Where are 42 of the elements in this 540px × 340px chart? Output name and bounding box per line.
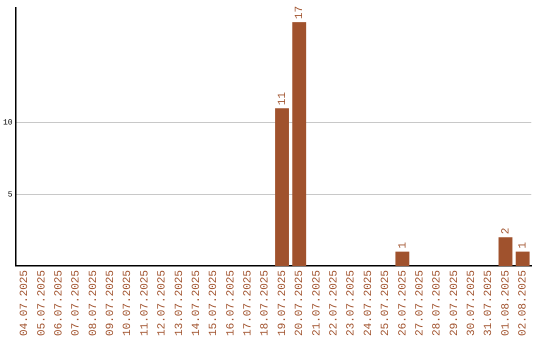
x-tick-label: 13.07.2025: [174, 270, 186, 336]
x-tick-label: 24.07.2025: [362, 270, 375, 336]
y-tick-label: 10: [2, 118, 13, 128]
x-tick-label: 30.07.2025: [466, 270, 478, 336]
x-tick-label: 12.07.2025: [156, 270, 169, 336]
x-tick-label: 26.07.2025: [397, 270, 410, 336]
x-tick-label: 20.07.2025: [294, 270, 306, 336]
x-tick-label: 16.07.2025: [225, 270, 238, 336]
x-tick-label: 15.07.2025: [208, 270, 220, 336]
data-label: 1: [518, 242, 530, 249]
x-tick-label: 06.07.2025: [53, 270, 66, 336]
bar: [395, 252, 410, 266]
x-tick-label: 22.07.2025: [328, 270, 340, 336]
x-tick-label: 29.07.2025: [448, 270, 461, 336]
data-label: 11: [276, 92, 289, 106]
x-tick-label: 09.07.2025: [105, 270, 118, 336]
x-tick-label: 25.07.2025: [380, 270, 392, 336]
data-label: 17: [294, 6, 306, 20]
x-tick-label: 07.07.2025: [70, 270, 83, 336]
x-tick-label: 01.08.2025: [500, 270, 512, 336]
bar: [275, 108, 289, 266]
data-label: 2: [500, 228, 512, 234]
y-tick-label: 5: [8, 190, 13, 200]
bar: [516, 252, 530, 266]
data-label: 1: [397, 242, 410, 249]
x-tick-label: 04.07.2025: [19, 270, 32, 336]
x-tick-label: 31.07.2025: [483, 270, 496, 336]
x-tick-label: 10.07.2025: [122, 270, 134, 336]
x-tick-label: 21.07.2025: [311, 270, 324, 336]
x-tick-label: 05.07.2025: [36, 270, 48, 336]
x-tick-label: 11.07.2025: [139, 270, 152, 336]
x-tick-label: 18.07.2025: [260, 270, 272, 336]
x-tick-label: 28.07.2025: [432, 270, 444, 336]
x-tick-label: 08.07.2025: [88, 270, 100, 336]
x-tick-label: 23.07.2025: [346, 270, 358, 336]
bar: [498, 237, 512, 266]
x-tick-label: 19.07.2025: [276, 270, 289, 336]
x-tick-label: 17.07.2025: [242, 270, 255, 336]
x-tick-label: 14.07.2025: [190, 270, 203, 336]
x-tick-label: 02.08.2025: [518, 270, 530, 336]
x-tick-label: 27.07.2025: [414, 270, 426, 336]
bar: [292, 22, 306, 266]
